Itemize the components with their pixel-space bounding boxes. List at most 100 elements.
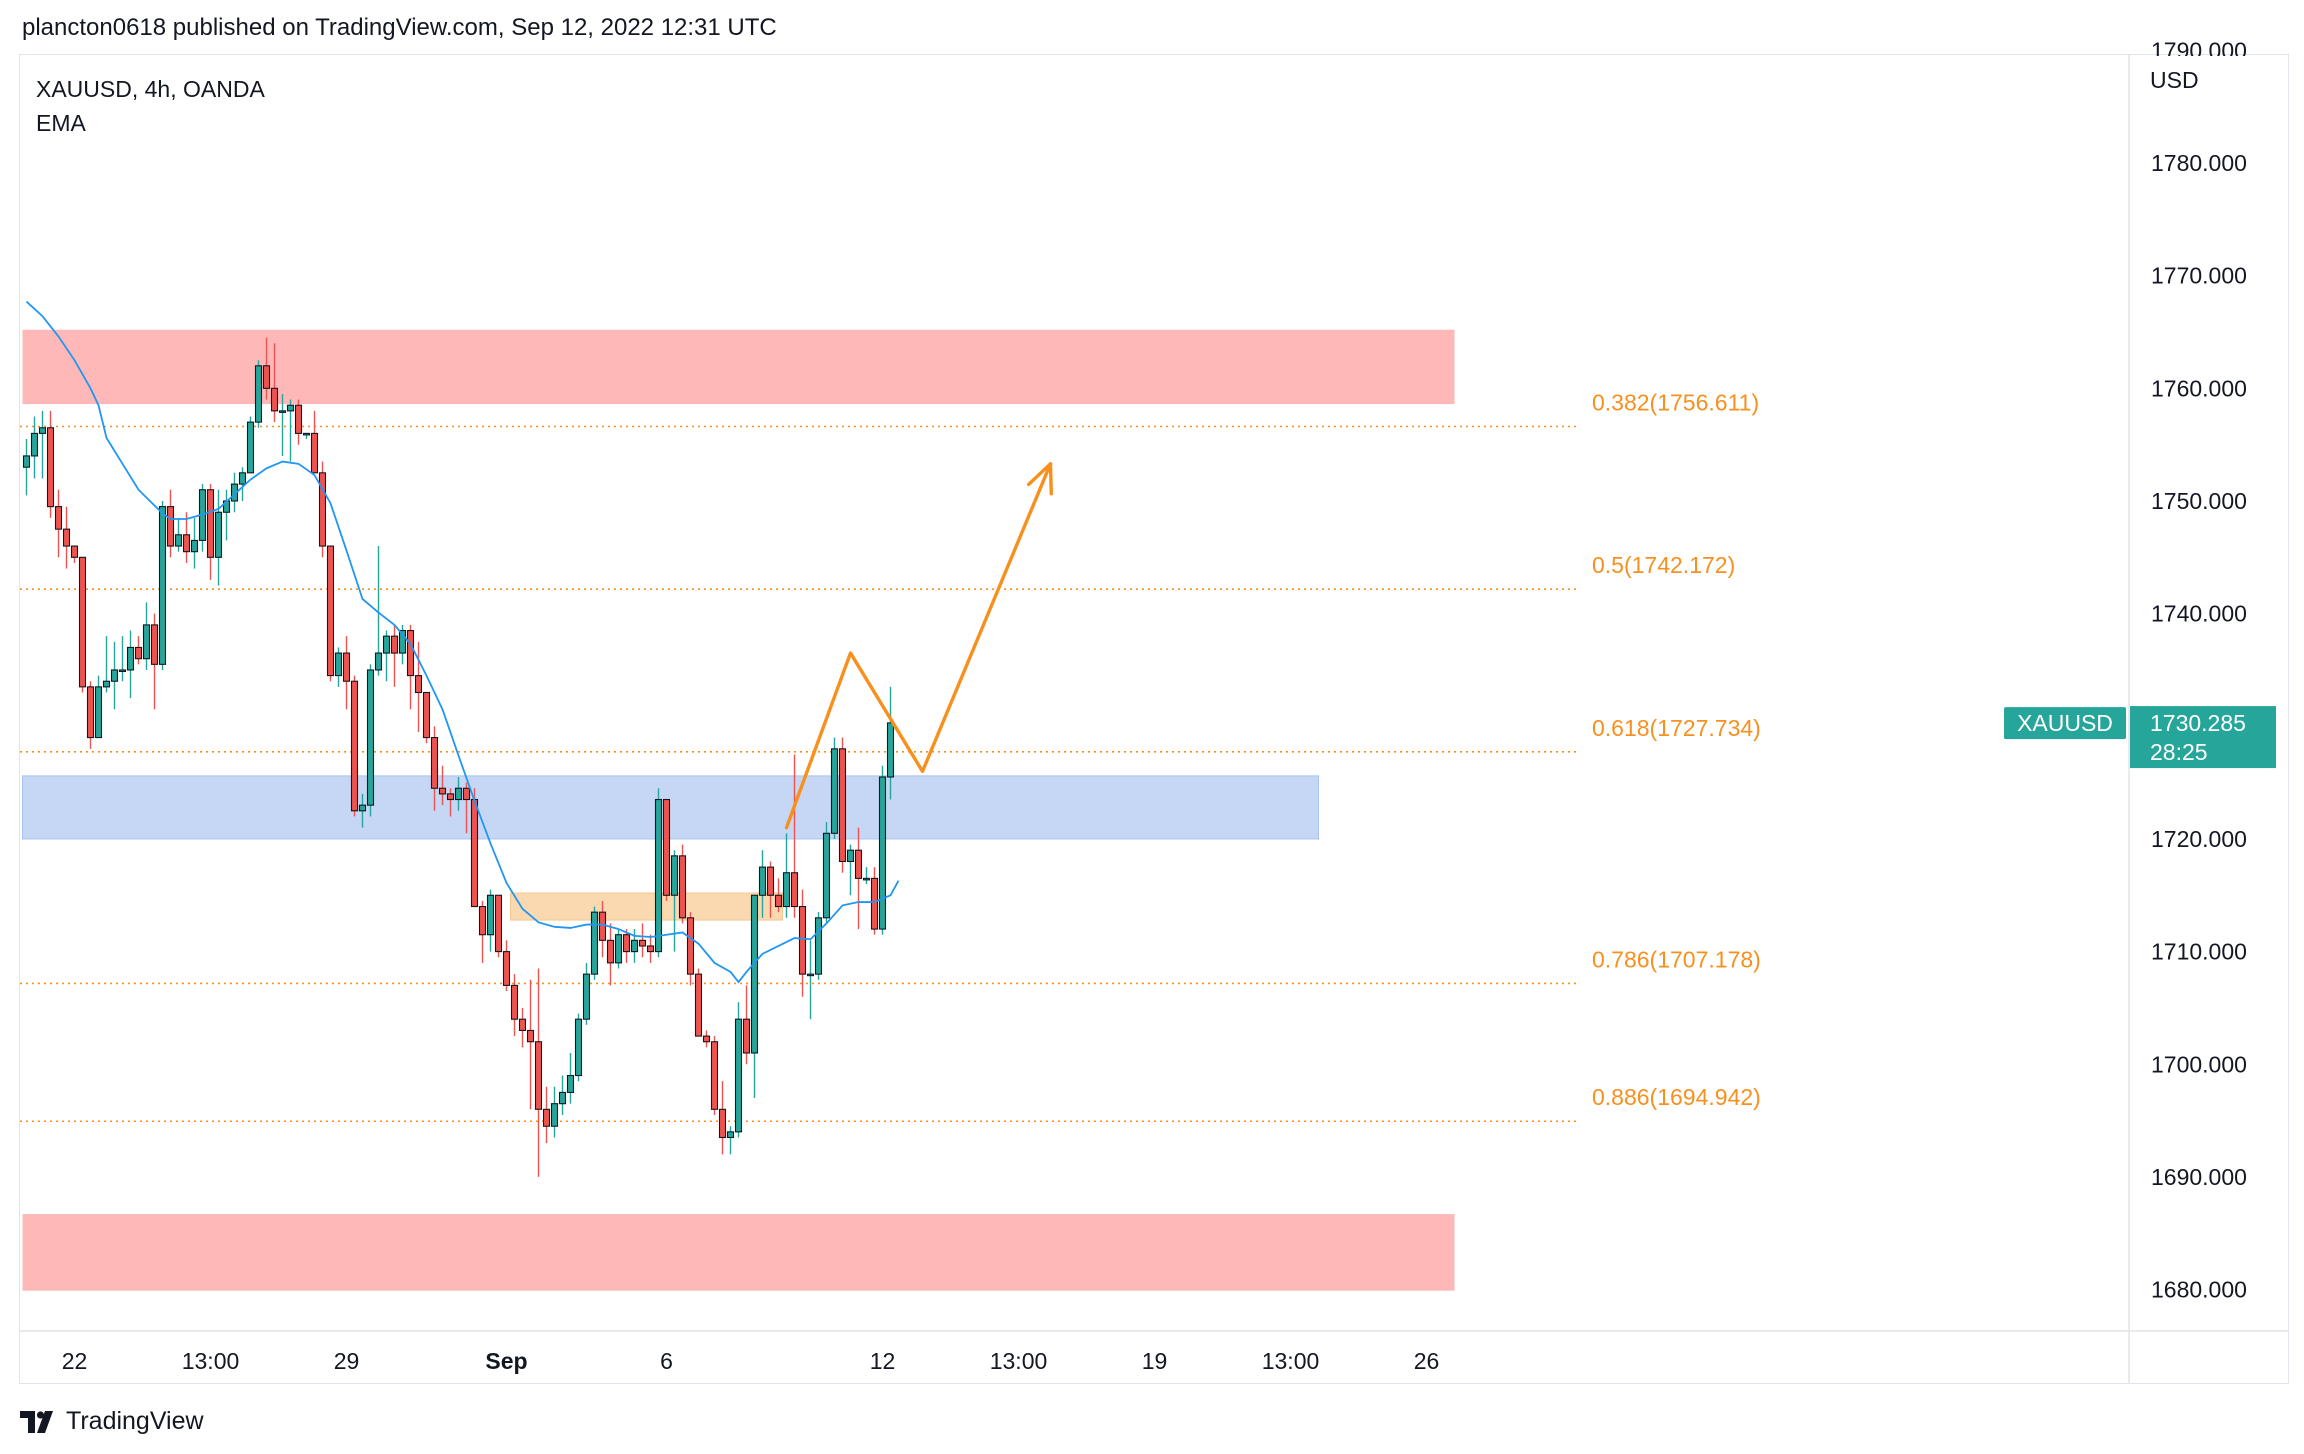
zone-resistance — [22, 329, 1455, 405]
candle-body — [382, 635, 391, 654]
candle-body — [422, 691, 431, 739]
candle-body — [62, 528, 71, 547]
candle-body — [734, 1018, 743, 1133]
time-tick-label: 22 — [62, 1348, 88, 1374]
candle-body — [510, 984, 519, 1020]
candle-body — [462, 787, 471, 801]
candle-body — [678, 855, 687, 919]
candle-body — [558, 1091, 567, 1105]
candle-body — [254, 365, 263, 423]
candle-body — [446, 793, 455, 801]
candle-body — [150, 624, 159, 665]
time-axis: 22 13:00 29 Sep 6 12 13:00 19 13:00 26 — [62, 1348, 1440, 1374]
candle-body — [134, 646, 143, 660]
candle-body — [350, 680, 359, 812]
candle-body — [822, 832, 831, 919]
projection-arrowhead — [1026, 462, 1053, 496]
candle-body — [430, 737, 439, 789]
tradingview-logo-icon — [20, 1410, 58, 1433]
time-tick-label: Sep — [485, 1348, 527, 1374]
symbol-legend[interactable]: XAUUSD, 4h, OANDA — [36, 76, 265, 102]
candle-body — [206, 489, 215, 558]
last-price-box — [2130, 706, 2276, 769]
symbol-tag — [2004, 707, 2126, 740]
candle-body — [22, 455, 31, 468]
candle-body — [830, 748, 839, 834]
chart-frame[interactable] — [19, 54, 2289, 1384]
price-tick-label: 1710.000 — [2151, 939, 2247, 965]
fib-label-0.5: 0.5(1742.172) — [1592, 552, 1735, 578]
candle-body — [814, 917, 823, 975]
candle-body — [78, 556, 87, 688]
candle-body — [518, 1018, 527, 1032]
currency-label-bg — [2132, 56, 2287, 100]
candle-body — [606, 939, 615, 964]
candle-body — [846, 849, 855, 863]
candle-body — [774, 894, 783, 908]
candle-body — [534, 1041, 543, 1110]
candle-body — [742, 1018, 751, 1054]
candle-body — [718, 1108, 727, 1139]
publisher-header: plancton0618 published on TradingView.co… — [22, 14, 777, 41]
candle-body — [262, 365, 271, 389]
price-axis: 1780.000 1770.000 1760.000 1750.000 1740.000… — [2151, 37, 2247, 1302]
candle-body — [782, 872, 791, 908]
candle-body — [502, 951, 511, 986]
candle-body — [494, 894, 503, 953]
brand-name: TradingView — [66, 1407, 204, 1435]
fib-label-0.618: 0.618(1727.734) — [1592, 715, 1761, 741]
indicator-legend[interactable]: EMA — [36, 110, 86, 136]
candle-body — [102, 680, 111, 688]
time-tick-label: 29 — [334, 1348, 360, 1374]
price-tick-label: 1750.000 — [2151, 488, 2247, 514]
candle-body — [46, 427, 55, 508]
time-tick-label: 19 — [1142, 1348, 1168, 1374]
candle-body — [870, 877, 879, 930]
candle-body — [278, 410, 287, 413]
time-tick-label: 6 — [660, 1348, 673, 1374]
candle-body — [118, 669, 127, 673]
fib-label-0.786: 0.786(1707.178) — [1592, 946, 1761, 972]
candle-body — [694, 973, 703, 1037]
candle-body — [478, 905, 487, 936]
candles-layer — [22, 337, 895, 1177]
zone-demand — [22, 775, 1319, 840]
candle-body — [486, 894, 495, 936]
candle-body — [342, 652, 351, 682]
candle-body — [110, 669, 119, 682]
candle-body — [86, 686, 95, 739]
price-tick-label: 1740.000 — [2151, 601, 2247, 627]
time-tick-label: 13:00 — [182, 1348, 240, 1374]
currency-label: USD — [2150, 67, 2199, 93]
projection-path — [784, 462, 1053, 830]
ema-layer — [25, 300, 900, 984]
candle-body — [838, 748, 847, 863]
candle-body — [30, 432, 39, 457]
ema-line — [25, 300, 900, 984]
candle-body — [550, 1103, 559, 1127]
fib-label-0.886: 0.886(1694.942) — [1592, 1084, 1761, 1110]
candle-body — [758, 866, 767, 896]
candle-body — [670, 855, 679, 896]
candle-body — [454, 787, 463, 801]
chart-legend: XAUUSD, 4h, OANDA EMA — [36, 72, 265, 140]
candle-body — [598, 911, 607, 941]
candle-body — [54, 506, 63, 530]
candle-body — [614, 934, 623, 964]
time-tick-label: 12 — [870, 1348, 896, 1374]
brand-footer[interactable]: TradingView — [20, 1407, 204, 1436]
candle-body — [646, 945, 655, 953]
candle-body — [238, 472, 247, 485]
candle-body — [542, 1108, 551, 1127]
candle-body — [438, 787, 447, 795]
candle-body — [406, 629, 415, 677]
last-price-tag: XAUUSD 1730.285 28:25 — [2004, 706, 2276, 769]
candle-body — [174, 534, 183, 547]
time-tick-label: 13:00 — [1262, 1348, 1320, 1374]
time-tick-label: 26 — [1414, 1348, 1440, 1374]
candle-body — [750, 894, 759, 1054]
candle-body — [270, 387, 279, 412]
candle-body — [470, 798, 479, 908]
projection-layer — [784, 462, 1053, 830]
